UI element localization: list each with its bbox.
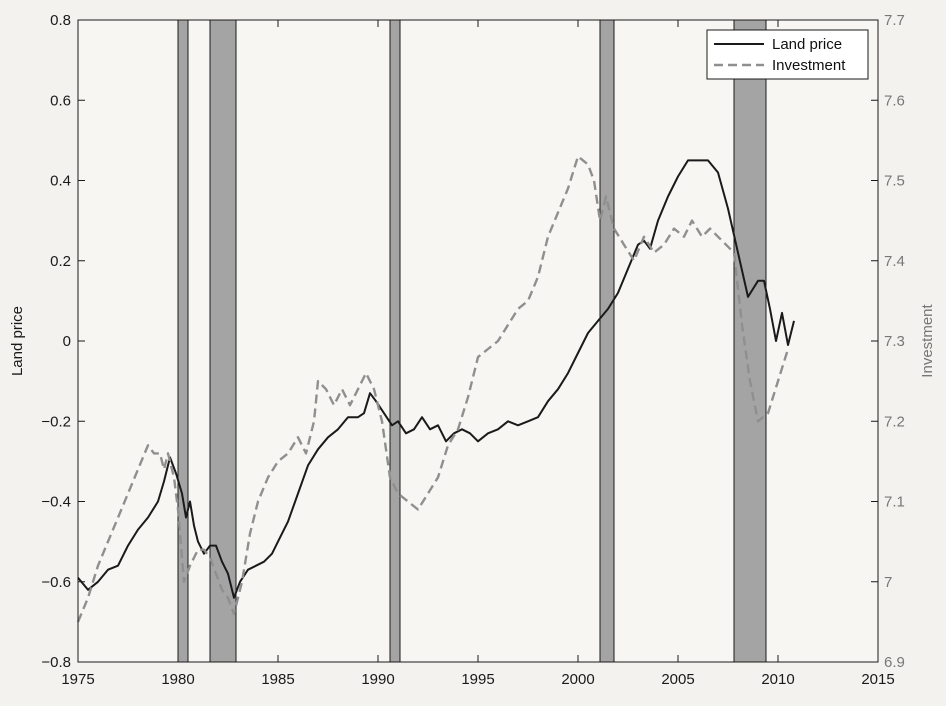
recession-band	[733, 19, 767, 663]
y-tick-label: 0.2	[50, 253, 71, 270]
x-tick-label: 1980	[161, 671, 194, 688]
y2-tick-label: 7.1	[884, 494, 905, 511]
x-tick-label: 1990	[361, 671, 394, 688]
y-tick-label: −0.8	[41, 654, 71, 671]
y-axis-label: Land price	[9, 306, 26, 376]
recession-band	[599, 19, 615, 663]
recession-band	[209, 19, 237, 663]
x-tick-label: 2015	[861, 671, 894, 688]
y2-tick-label: 7.6	[884, 92, 905, 109]
series-line-land-price	[77, 159, 795, 599]
y-tick-label: 0.4	[50, 173, 71, 190]
series-lines	[76, 155, 795, 623]
recession-band	[389, 19, 401, 663]
y2-tick-label: 6.9	[884, 654, 905, 671]
y2-tick-label: 7	[884, 574, 892, 591]
y2-tick-label: 7.3	[884, 333, 905, 350]
legend-label-investment: Investment	[772, 57, 846, 74]
y-tick-label: 0.8	[50, 12, 71, 29]
y2-axis-label: Investment	[919, 303, 936, 377]
y2-tick-label: 7.7	[884, 12, 905, 29]
x-tick-label: 2010	[761, 671, 794, 688]
y-tick-label: 0.6	[50, 92, 71, 109]
y-tick-label: −0.6	[41, 574, 71, 591]
y2-tick-label: 7.5	[884, 173, 905, 190]
x-tick-label: 2005	[661, 671, 694, 688]
y-tick-label: −0.2	[41, 413, 71, 430]
x-tick-label: 1985	[261, 671, 294, 688]
y-tick-label: −0.4	[41, 494, 71, 511]
axis-ticks: 1975 1980 1985 1990 1995 2000 2005 2010 2015 −0.8…	[41, 12, 904, 688]
x-tick-label: 1975	[61, 671, 94, 688]
legend: Land price Investment	[706, 29, 869, 80]
x-tick-label: 2000	[561, 671, 594, 688]
legend-label-land-price: Land price	[772, 36, 842, 53]
x-tick-label: 1995	[461, 671, 494, 688]
y2-tick-label: 7.4	[884, 253, 905, 270]
y2-tick-label: 7.2	[884, 413, 905, 430]
recession-bands	[177, 19, 767, 663]
legend-box	[706, 29, 869, 80]
y-tick-label: 0	[63, 333, 71, 350]
series-line-investment	[76, 155, 790, 623]
